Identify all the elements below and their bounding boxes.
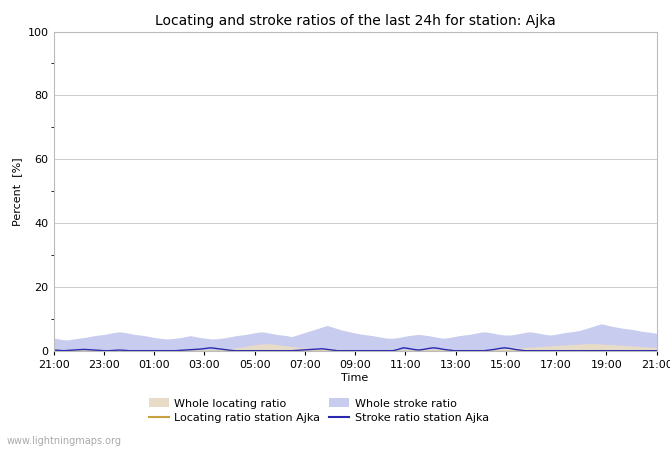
Legend: Whole locating ratio, Locating ratio station Ajka, Whole stroke ratio, Stroke ra: Whole locating ratio, Locating ratio sta… <box>149 398 489 423</box>
Y-axis label: Percent  [%]: Percent [%] <box>12 157 22 225</box>
X-axis label: Time: Time <box>342 373 368 383</box>
Title: Locating and stroke ratios of the last 24h for station: Ajka: Locating and stroke ratios of the last 2… <box>155 14 555 27</box>
Text: www.lightningmaps.org: www.lightningmaps.org <box>7 436 122 446</box>
